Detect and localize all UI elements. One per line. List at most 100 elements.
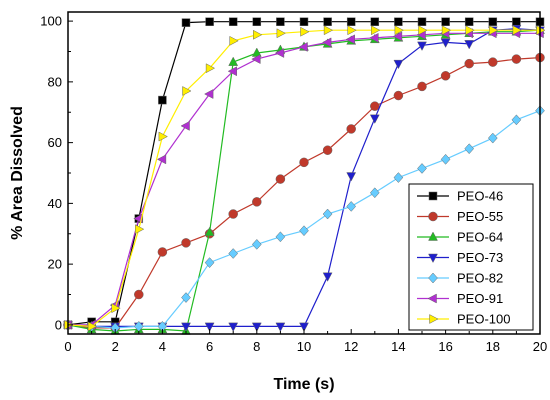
legend-marker [427,293,437,304]
legend-marker [428,253,438,264]
data-point [158,95,167,105]
legend-item: PEO-55 [417,209,503,224]
data-point [298,42,308,52]
data-point [228,56,239,66]
data-point [158,131,168,142]
legend-item: PEO-73 [417,250,503,265]
data-point [299,17,309,26]
legend-marker [428,231,438,241]
data-point [157,247,168,257]
data-point [393,59,404,70]
data-point [345,34,355,45]
data-point [204,226,215,236]
legend-item: PEO-64 [417,230,503,245]
data-point [275,322,286,332]
data-point [181,292,191,303]
data-point [369,32,379,43]
data-point [228,17,238,26]
data-point [418,25,428,36]
data-point [417,81,427,92]
data-point [488,17,498,26]
data-point [370,17,380,26]
data-point [371,25,381,36]
data-point [511,54,522,64]
legend-label: PEO-100 [457,312,510,327]
data-point [440,71,451,81]
data-point [299,322,309,332]
legend-item: PEO-82 [417,271,503,286]
data-point [512,17,521,26]
legend-item: PEO-46 [417,189,503,204]
data-point [346,172,357,182]
x-tick-label: 0 [64,339,71,354]
legend-label: PEO-46 [457,189,503,204]
data-point [440,38,451,48]
data-point [276,28,286,39]
data-point [251,239,262,250]
data-point [300,26,310,37]
data-point [370,101,380,111]
x-tick-label: 12 [344,339,358,354]
data-point [228,209,238,219]
legend-item: PEO-91 [417,291,503,306]
data-point [346,17,356,26]
data-point [394,17,403,26]
data-point [464,40,475,50]
data-point [252,197,262,207]
data-point [394,25,404,36]
y-tick-label: 40 [48,196,62,211]
data-point [392,31,403,42]
data-point [465,25,475,36]
data-point [133,213,143,224]
data-point [227,66,237,77]
data-point [489,25,499,36]
y-tick-label: 20 [48,257,62,272]
data-point [204,89,214,99]
y-tick-label: 80 [48,74,62,89]
data-point [464,58,474,69]
data-point [323,17,332,26]
axis-layer: 0 2 4 6 8 10 12 14 16 18 20 0 20 40 60 80 100 [40,14,547,354]
legend-label: PEO-73 [457,250,503,265]
x-axis-title: Time (s) [273,376,334,393]
x-tick-label: 8 [253,339,260,354]
data-point [251,54,261,65]
data-point [417,163,427,174]
x-tick-label: 18 [486,339,500,354]
data-point [346,124,356,134]
data-point [135,224,145,235]
data-point [369,114,380,124]
data-point [204,322,215,332]
data-point [441,25,452,36]
data-point [181,18,191,27]
data-point [205,63,216,74]
data-point [511,114,522,126]
y-axis-title: % Area Dissolved [9,106,26,240]
data-point [393,90,404,101]
legend-marker [428,211,438,222]
data-point [299,157,309,168]
y-tick-label: 100 [40,14,62,29]
data-point [417,41,427,51]
data-point [347,25,357,36]
data-point [322,208,333,220]
legend-item: PEO-100 [417,312,510,327]
legend-marker [428,191,438,201]
data-point [440,153,451,165]
data-point [205,17,214,26]
x-tick-label: 2 [112,339,119,354]
data-point [323,25,334,36]
data-point [87,321,98,332]
data-point [322,145,333,155]
data-point [322,37,332,48]
data-point [181,322,191,332]
legend-label: PEO-55 [457,209,503,224]
data-point [253,29,263,40]
data-point [111,303,121,314]
data-layer [62,17,546,335]
data-point [512,25,522,36]
x-tick-label: 10 [297,339,311,354]
data-point [134,289,144,300]
x-tick-label: 14 [391,339,405,354]
